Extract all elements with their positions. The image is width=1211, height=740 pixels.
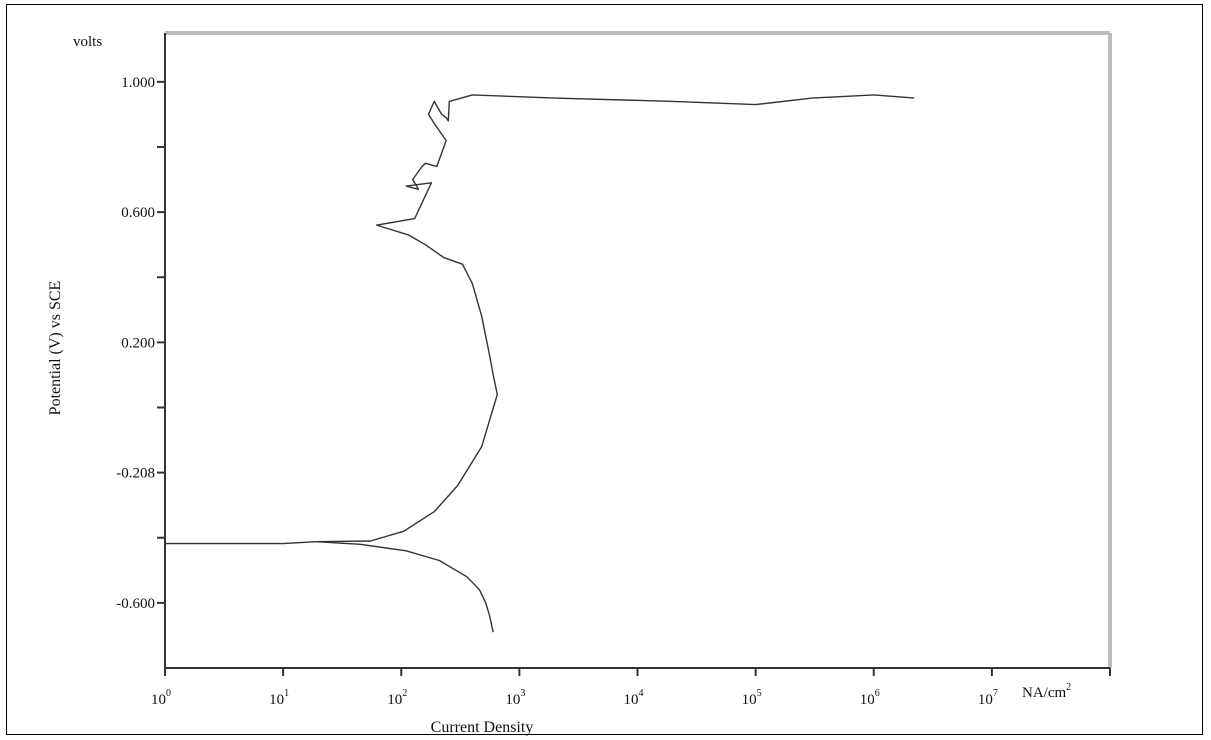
y-unit-label: volts [73,34,102,50]
x-tick-label: 100 [151,688,171,708]
y-tick-label: 1.000 [121,75,155,91]
x-tick-label: 107 [978,688,998,708]
y-axis-title: Potential (V) vs SCE [47,281,64,416]
y-tick-label: 0.600 [121,205,155,221]
polarization-curve-2 [316,541,494,633]
x-tick-label: 106 [860,688,880,708]
x-tick-label: 105 [742,688,762,708]
polarization-curve-1 [165,94,915,545]
y-tick-label: -0.208 [116,466,155,482]
x-tick-label: 103 [505,688,525,708]
y-tick-label: -0.600 [116,596,155,612]
x-tick-label: 104 [624,688,644,708]
x-tick-label: 101 [269,688,289,708]
x-unit-label: NA/cm2 [1022,682,1071,701]
x-tick-label: 102 [387,688,407,708]
chart-frame [6,4,1203,735]
y-tick-label: 0.200 [121,335,155,351]
x-axis-title: Current Density [431,719,534,736]
